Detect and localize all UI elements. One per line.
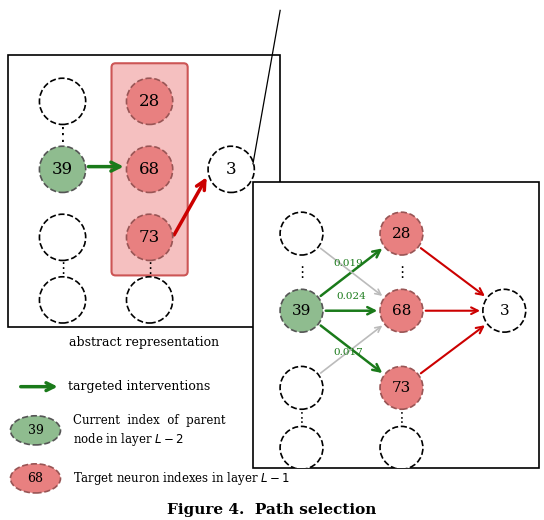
Text: ⋮: ⋮ [294, 411, 308, 425]
Circle shape [126, 146, 173, 192]
Text: Current  index  of  parent: Current index of parent [73, 414, 226, 427]
Circle shape [280, 289, 323, 332]
Text: 28: 28 [139, 93, 160, 110]
Circle shape [380, 289, 423, 332]
Text: ⋮: ⋮ [53, 126, 72, 145]
Text: targeted interventions: targeted interventions [68, 380, 210, 393]
Circle shape [10, 416, 60, 445]
Circle shape [380, 212, 423, 255]
Circle shape [126, 214, 173, 261]
Text: 68: 68 [27, 472, 44, 485]
Text: 0.019: 0.019 [334, 259, 363, 268]
Text: abstract representation: abstract representation [69, 335, 219, 348]
Text: 39: 39 [28, 424, 44, 437]
Text: 3: 3 [499, 304, 509, 318]
Text: 39: 39 [52, 161, 73, 178]
Text: ⋮: ⋮ [294, 265, 309, 280]
Text: node in layer $L - 2$: node in layer $L - 2$ [73, 431, 184, 448]
Text: ⋮: ⋮ [394, 265, 409, 280]
Circle shape [126, 277, 173, 323]
Text: 68: 68 [139, 161, 160, 178]
Text: ⋮: ⋮ [142, 261, 157, 276]
Text: 0.017: 0.017 [334, 348, 363, 357]
Circle shape [380, 426, 423, 469]
Text: 39: 39 [292, 304, 311, 318]
Text: ⋮: ⋮ [55, 261, 70, 276]
FancyBboxPatch shape [112, 63, 188, 276]
Text: 3: 3 [226, 161, 237, 178]
Circle shape [39, 146, 86, 192]
Circle shape [208, 146, 254, 192]
Circle shape [10, 464, 60, 493]
Text: 28: 28 [392, 227, 411, 241]
Text: 68: 68 [392, 304, 411, 318]
Text: 73: 73 [392, 381, 411, 395]
Circle shape [280, 426, 323, 469]
Circle shape [380, 367, 423, 409]
Circle shape [280, 367, 323, 409]
Text: 73: 73 [139, 229, 160, 246]
Circle shape [483, 289, 526, 332]
Circle shape [39, 214, 86, 261]
Text: 0.024: 0.024 [337, 292, 366, 301]
Circle shape [126, 78, 173, 124]
Circle shape [39, 78, 86, 124]
Circle shape [39, 277, 86, 323]
Text: Figure 4.  Path selection: Figure 4. Path selection [168, 503, 376, 517]
Text: ⋮: ⋮ [394, 411, 409, 425]
Circle shape [280, 212, 323, 255]
Text: Target neuron indexes in layer $L - 1$: Target neuron indexes in layer $L - 1$ [73, 470, 290, 487]
